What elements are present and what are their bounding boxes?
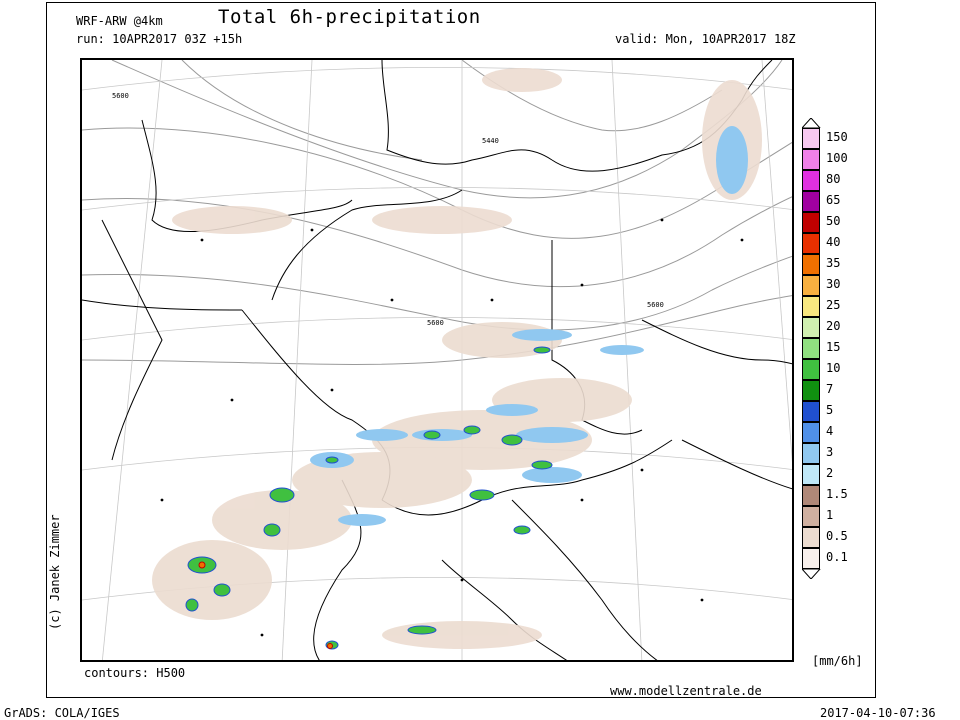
legend-label: 2 xyxy=(826,466,834,480)
legend-swatch xyxy=(802,128,820,149)
legend-swatch xyxy=(802,443,820,464)
legend-label: 50 xyxy=(826,214,841,228)
legend-label: 1 xyxy=(826,508,834,522)
legend-label: 7 xyxy=(826,382,834,396)
credit-label: (c) Janek Zimmer xyxy=(48,514,62,630)
legend-top-arrow xyxy=(802,118,821,128)
legend-label: 100 xyxy=(826,151,848,165)
legend-label: 1.5 xyxy=(826,487,848,501)
legend-swatch xyxy=(802,170,820,191)
legend-label: 40 xyxy=(826,235,841,249)
legend-swatch xyxy=(802,548,820,569)
chart-title: Total 6h-precipitation xyxy=(218,6,481,28)
precipitation-map: 5600 5440 5600 5600 xyxy=(80,58,794,662)
contour-label: 5600 xyxy=(427,319,444,327)
legend-label: 65 xyxy=(826,193,841,207)
legend-swatch xyxy=(802,212,820,233)
run-label: run: 10APR2017 03Z +15h xyxy=(76,32,243,46)
legend-label: 0.5 xyxy=(826,529,848,543)
model-label: WRF-ARW @4km xyxy=(76,14,163,28)
legend-label: 10 xyxy=(826,361,841,375)
legend-label: 5 xyxy=(826,403,834,417)
valid-label: valid: Mon, 10APR2017 18Z xyxy=(615,32,796,46)
contours-note: contours: H500 xyxy=(84,666,186,680)
legend-label: 0.1 xyxy=(826,550,848,564)
legend-swatch xyxy=(802,422,820,443)
city-dots xyxy=(160,218,744,637)
precip-peak xyxy=(198,561,333,649)
legend-swatch xyxy=(802,359,820,380)
contour-label: 5600 xyxy=(112,92,129,100)
legend-label: 150 xyxy=(826,130,848,144)
legend-bottom-arrow xyxy=(802,569,821,579)
precip-light xyxy=(152,68,762,649)
legend-swatch xyxy=(802,191,820,212)
legend-swatch xyxy=(802,149,820,170)
contour-label: 5600 xyxy=(647,301,664,309)
contour-label: 5440 xyxy=(482,137,499,145)
legend-label: 15 xyxy=(826,340,841,354)
contour-label-group: 5600 5440 5600 5600 xyxy=(112,92,664,327)
legend-unit: [mm/6h] xyxy=(812,654,863,668)
legend-swatch xyxy=(802,485,820,506)
website-label: www.modellzentrale.de xyxy=(610,684,762,698)
legend-label: 25 xyxy=(826,298,841,312)
legend-swatch xyxy=(802,527,820,548)
legend-label: 30 xyxy=(826,277,841,291)
legend-swatch xyxy=(802,233,820,254)
legend-label: 4 xyxy=(826,424,834,438)
legend-swatch xyxy=(802,296,820,317)
legend-swatch xyxy=(802,401,820,422)
legend-swatch xyxy=(802,317,820,338)
footer-left: GrADS: COLA/IGES xyxy=(4,706,120,720)
legend-swatch xyxy=(802,275,820,296)
map-canvas: 5600 5440 5600 5600 xyxy=(82,60,792,660)
legend-swatch xyxy=(802,464,820,485)
legend-swatch xyxy=(802,506,820,527)
legend-swatch xyxy=(802,380,820,401)
footer-right: 2017-04-10-07:36 xyxy=(820,706,936,720)
legend-swatch xyxy=(802,338,820,359)
legend-swatch xyxy=(802,254,820,275)
legend-label: 35 xyxy=(826,256,841,270)
legend-label: 3 xyxy=(826,445,834,459)
precip-heavy xyxy=(185,346,553,650)
legend-label: 80 xyxy=(826,172,841,186)
legend-label: 20 xyxy=(826,319,841,333)
precip-moderate xyxy=(310,126,748,526)
